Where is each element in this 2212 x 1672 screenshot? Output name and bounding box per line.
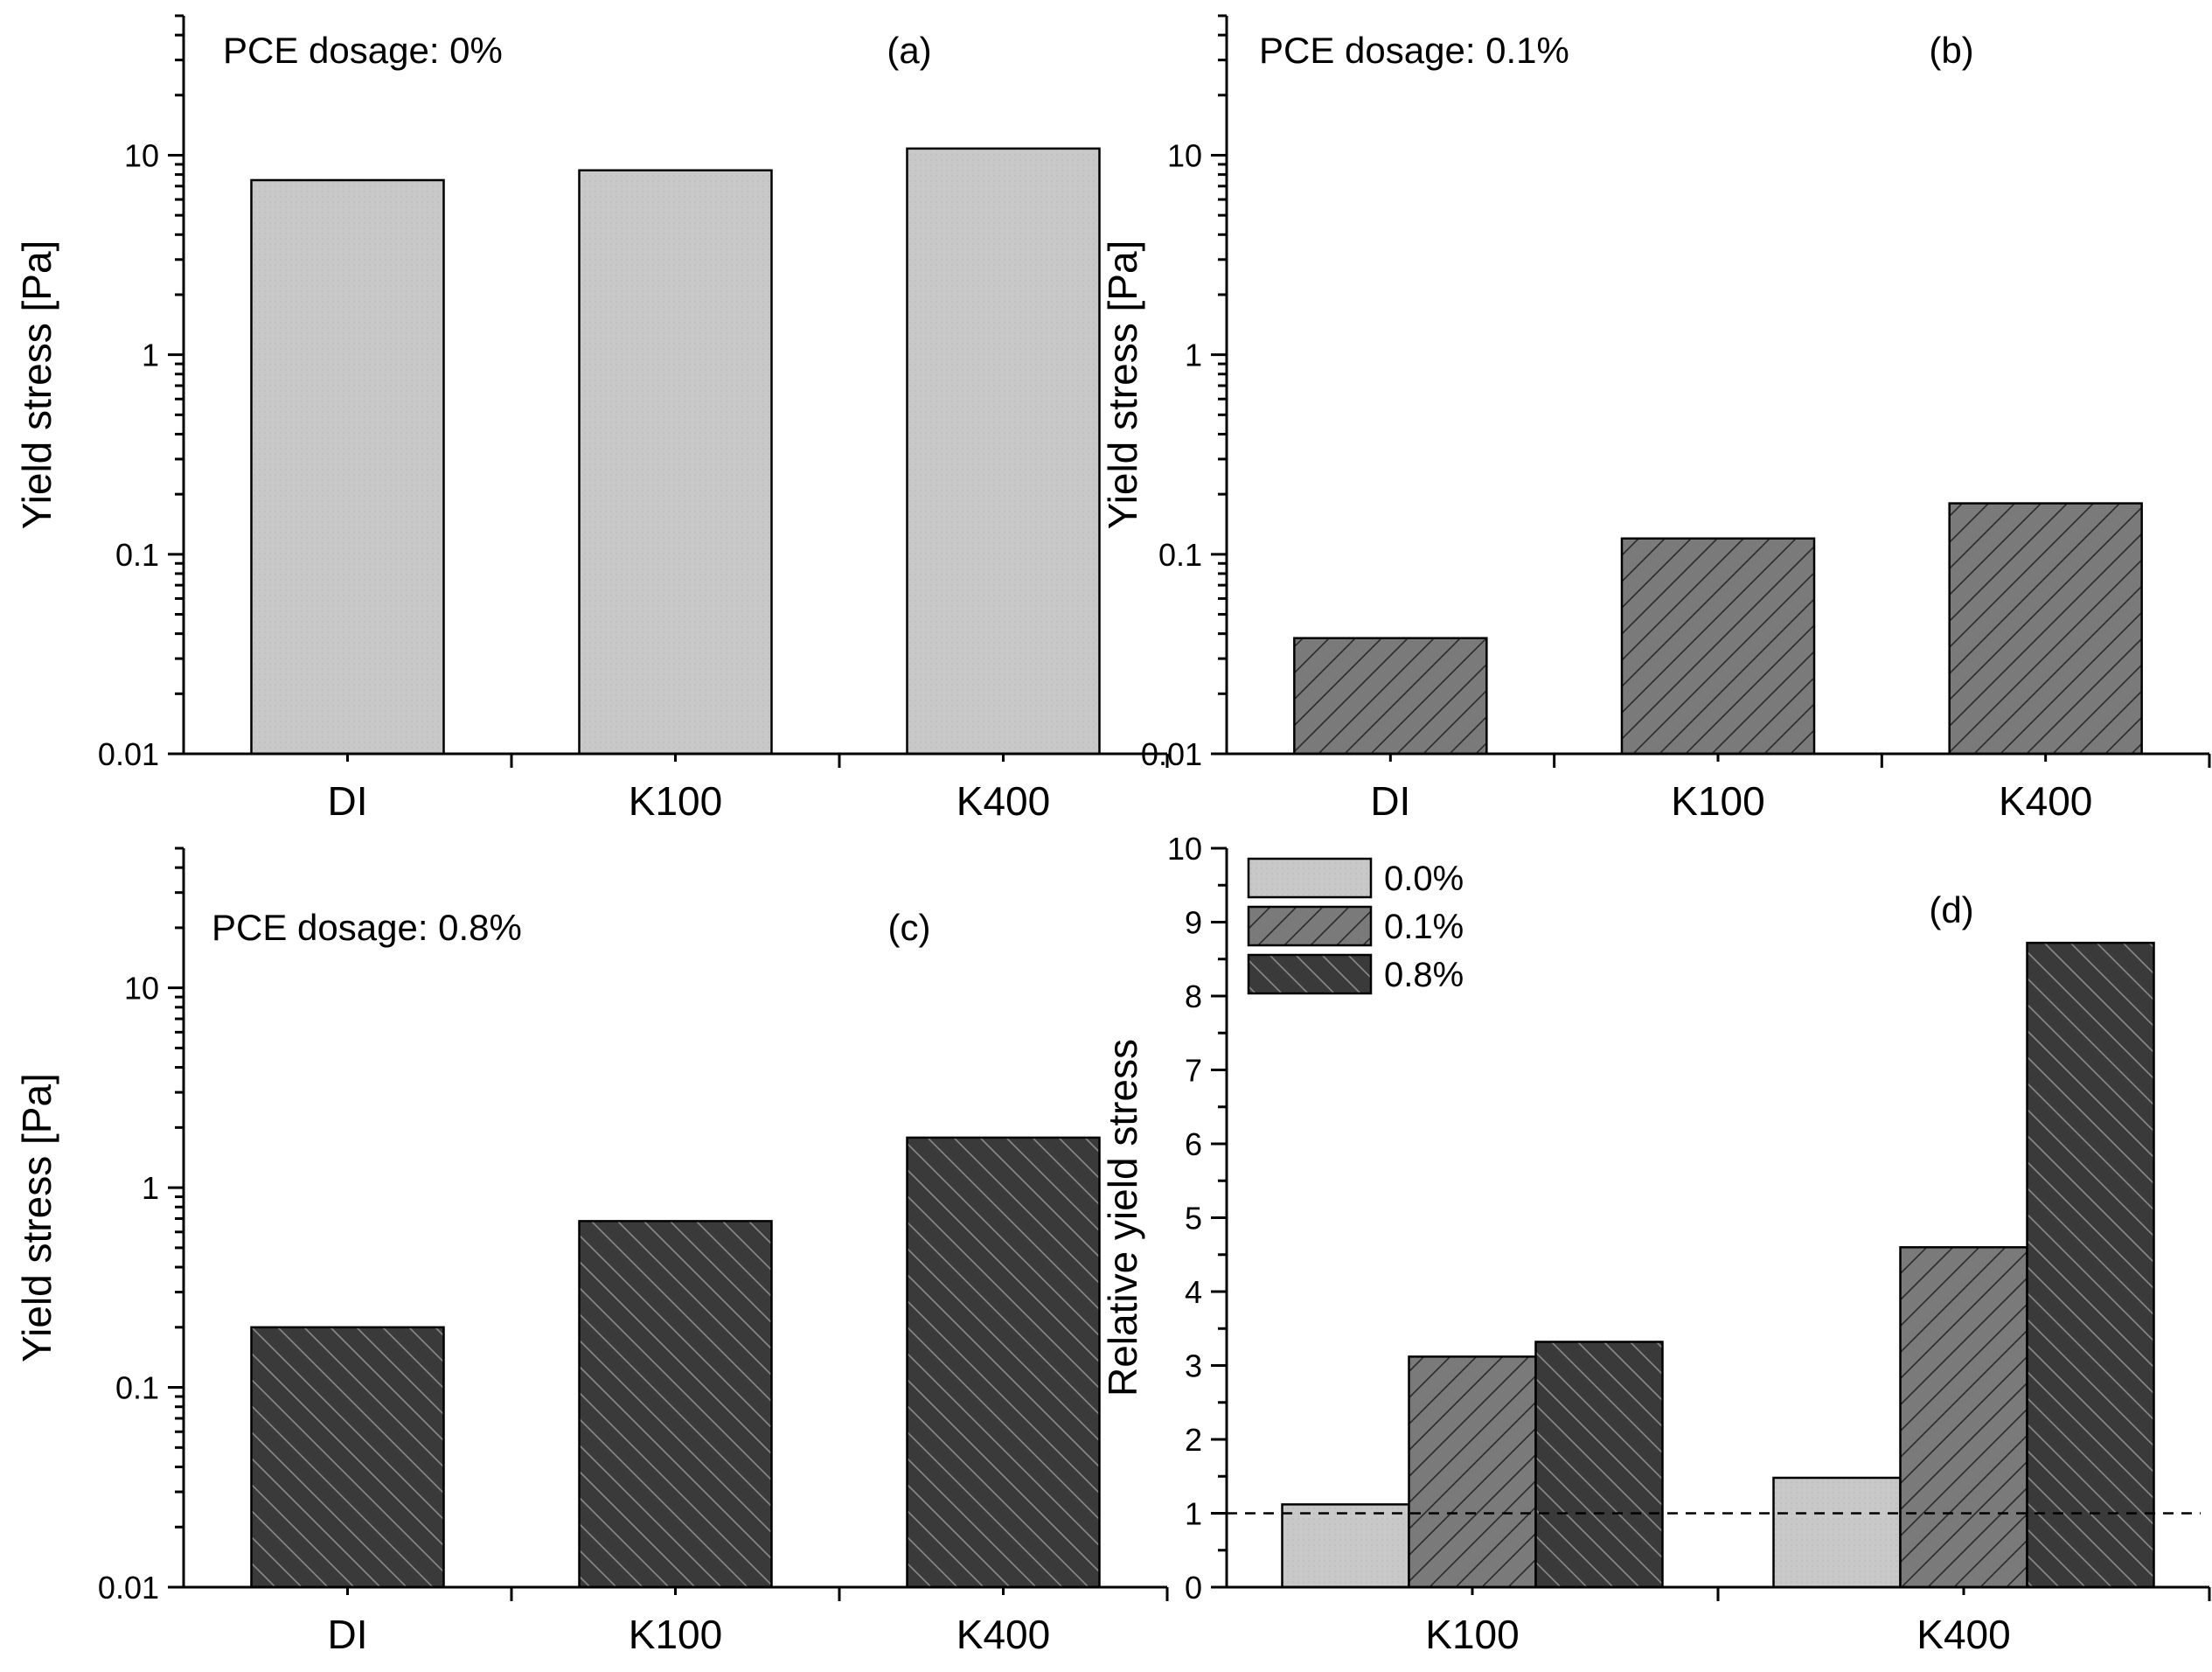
x-tick-label: K400 xyxy=(1916,1612,2010,1657)
bar-k400-0-1pct xyxy=(1899,1246,2028,1589)
legend-swatch xyxy=(1247,905,1373,947)
y-tick-label: 10 xyxy=(124,971,159,1007)
x-tick-label: K400 xyxy=(956,778,1050,824)
dosage-annotation: PCE dosage: 0.8% xyxy=(212,907,522,948)
y-tick-label: 0.01 xyxy=(98,1570,159,1606)
chart-panel-b: 0.01 0.1 1 10 DI K100 K400 Yield stress [Pa] PCE… xyxy=(1100,14,2211,824)
x-tick-label: K100 xyxy=(1671,778,1764,824)
y-tick-label: 0.1 xyxy=(115,537,159,573)
legend-label: 0.8% xyxy=(1384,956,1464,994)
x-tick-label: K100 xyxy=(1425,1612,1519,1657)
bar-k400 xyxy=(906,147,1101,756)
y-tick-label: 10 xyxy=(124,137,159,173)
bar-di xyxy=(1293,637,1488,756)
bar-k400 xyxy=(906,1136,1101,1589)
panel-label: (c) xyxy=(888,907,931,948)
legend-label: 0.0% xyxy=(1384,860,1464,898)
panel-label: (a) xyxy=(887,30,931,71)
bar-k100-0-8pct xyxy=(1534,1341,1664,1589)
bar-k100-0-0pct xyxy=(1281,1503,1410,1589)
y-tick-label: 3 xyxy=(1185,1348,1202,1384)
y-tick-label: 0.1 xyxy=(1158,537,1202,573)
y-tick-label: 0 xyxy=(1185,1570,1202,1606)
y-axis-label: Yield stress [Pa] xyxy=(14,1073,59,1362)
y-tick-label: 6 xyxy=(1185,1126,1202,1162)
y-tick-label: 1 xyxy=(142,1170,159,1206)
bar-k100 xyxy=(578,169,773,756)
bar-di xyxy=(250,1326,445,1589)
legend-swatch xyxy=(1247,857,1373,899)
x-tick-label: DI xyxy=(328,1612,368,1657)
x-tick-label: K400 xyxy=(956,1612,1050,1657)
y-tick-label: 1 xyxy=(1185,338,1202,373)
chart-panel-a: 0.01 0.1 1 10 DI K100 K400 Yield stress [Pa] PCE… xyxy=(14,14,1169,824)
y-tick-label: 10 xyxy=(1167,831,1202,867)
y-tick-label: 9 xyxy=(1185,905,1202,941)
y-tick-label: 1 xyxy=(142,338,159,373)
bar-k100 xyxy=(578,1220,773,1589)
y-tick-label: 10 xyxy=(1167,137,1202,173)
dosage-annotation: PCE dosage: 0% xyxy=(223,30,503,71)
legend-label: 0.1% xyxy=(1384,908,1464,946)
y-tick-label: 0.01 xyxy=(1141,736,1202,772)
x-tick-label: K400 xyxy=(1999,778,2092,824)
bar-k400-0-0pct xyxy=(1772,1476,1902,1589)
panel-label: (b) xyxy=(1929,30,1973,71)
y-tick-label: 0.1 xyxy=(115,1370,159,1406)
y-tick-label: 1 xyxy=(1185,1496,1202,1532)
y-tick-label: 7 xyxy=(1185,1053,1202,1089)
x-tick-label: DI xyxy=(328,778,368,824)
bar-k100 xyxy=(1620,537,1816,756)
bar-k100-0-1pct xyxy=(1408,1355,1537,1589)
chart-panel-d: 0 1 2 3 4 5 6 7 8 9 10 K100 K400 Relative yield stres… xyxy=(1100,831,2211,1657)
y-axis-label: Yield stress [Pa] xyxy=(14,240,59,530)
x-tick-label: DI xyxy=(1370,778,1410,824)
y-tick-label: 2 xyxy=(1185,1422,1202,1458)
y-axis-label: Relative yield stress xyxy=(1100,1039,1145,1397)
bar-k400-0-8pct xyxy=(2026,941,2155,1589)
x-tick-label: K100 xyxy=(629,1612,722,1657)
bar-di xyxy=(250,178,445,756)
y-tick-label: 5 xyxy=(1185,1201,1202,1237)
bar-k400 xyxy=(1948,502,2143,756)
legend: 0.0% 0.1% 0.8% xyxy=(1247,857,1464,995)
dosage-annotation: PCE dosage: 0.1% xyxy=(1259,30,1569,71)
panel-label: (d) xyxy=(1929,889,1973,930)
y-axis-label: Yield stress [Pa] xyxy=(1100,240,1145,530)
x-tick-label: K100 xyxy=(629,778,722,824)
y-tick-label: 4 xyxy=(1185,1274,1202,1310)
chart-panel-c: 0.01 0.1 1 10 DI K100 K400 Yield stress [Pa] PCE… xyxy=(14,846,1169,1657)
y-tick-label: 8 xyxy=(1185,979,1202,1014)
legend-swatch xyxy=(1247,953,1373,995)
y-tick-label: 0.01 xyxy=(98,736,159,772)
